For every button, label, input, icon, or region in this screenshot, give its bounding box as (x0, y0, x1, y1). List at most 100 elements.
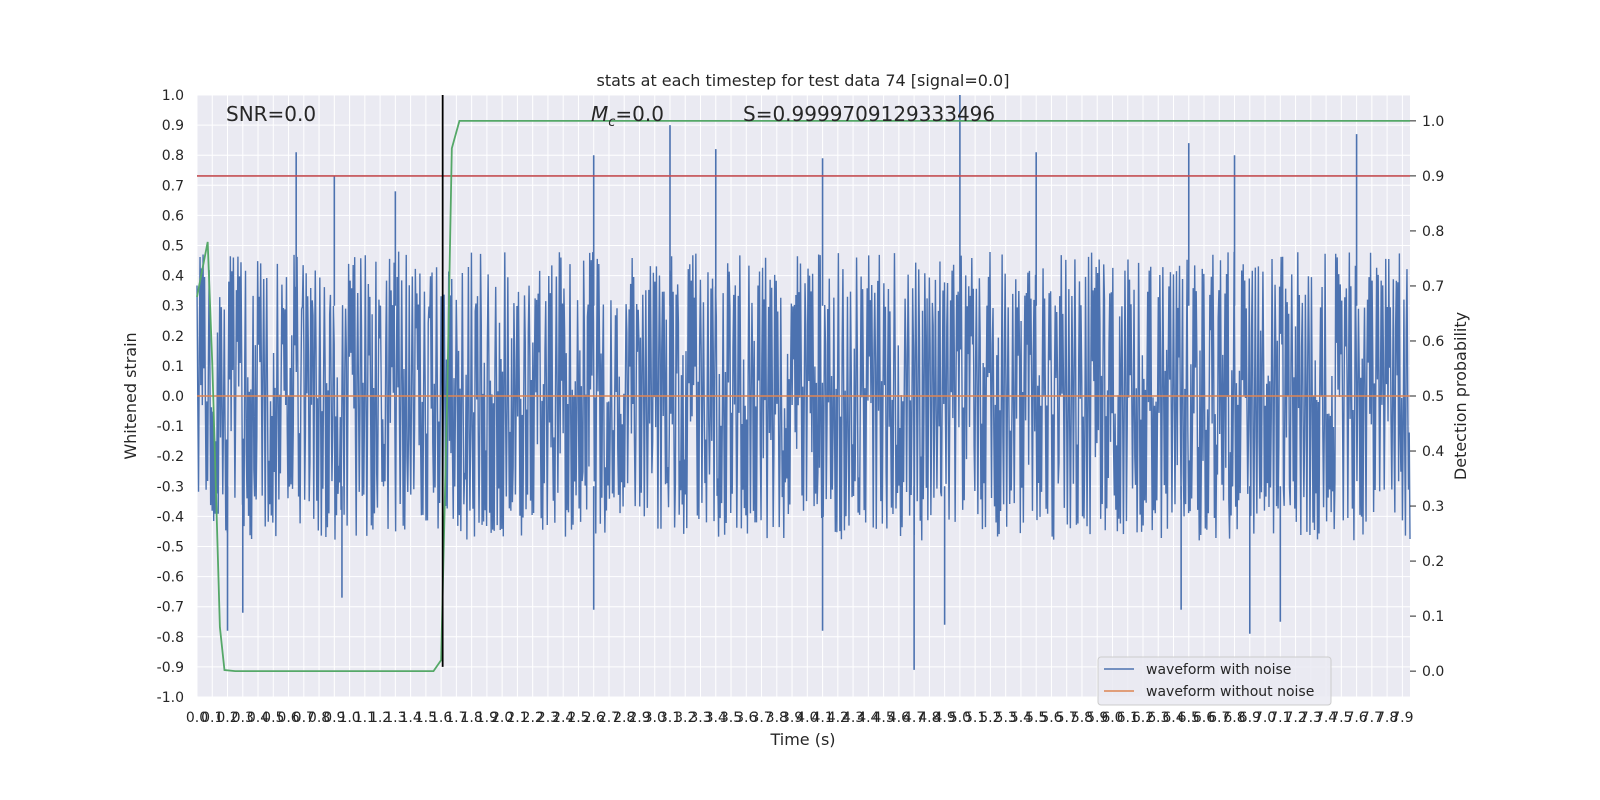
legend-box (1097, 656, 1332, 706)
axes: 0.00.10.20.30.40.50.60.70.80.91.01.11.21… (157, 88, 1445, 726)
x-tick-label: 6.1 (1117, 710, 1139, 726)
mc-symbol: M (591, 102, 608, 126)
x-tick-label: 2.2 (522, 710, 544, 726)
y-tick-label: 0.2 (162, 329, 184, 345)
x-tick-label: 7.1 (1269, 710, 1291, 726)
x-tick-label: 5.0 (949, 710, 971, 726)
y2-tick-label: 0.8 (1422, 224, 1444, 240)
x-tick-label: 2.4 (552, 710, 574, 726)
snr-annotation: SNR=0.0 (226, 102, 316, 126)
x-tick-label: 5.3 (995, 710, 1017, 726)
y2-tick-label: 0.6 (1422, 334, 1444, 350)
y2-tick-label: 0.7 (1422, 279, 1444, 295)
x-tick-label: 1.3 (384, 710, 406, 726)
x-tick-label: 1.7 (445, 710, 467, 726)
x-tick-label: 7.5 (1330, 710, 1352, 726)
x-tick-label: 6.5 (1178, 710, 1200, 726)
s-annotation: S=0.9999709129333496 (743, 102, 995, 126)
y-tick-label: -0.1 (157, 419, 184, 435)
y2-tick-label: 0.5 (1422, 389, 1444, 405)
legend-label-waveform-with-noise: waveform with noise (1146, 662, 1291, 678)
x-tick-label: 5.5 (1025, 710, 1047, 726)
x-tick-label: 0.5 (262, 710, 284, 726)
x-tick-label: 6.0 (1101, 710, 1123, 726)
y2-tick-label: 1.0 (1422, 114, 1444, 130)
x-tick-label: 5.9 (1086, 710, 1108, 726)
x-tick-label: 2.1 (506, 710, 528, 726)
x-tick-label: 2.3 (537, 710, 559, 726)
x-tick-label: 4.3 (842, 710, 864, 726)
x-tick-label: 7.4 (1315, 710, 1337, 726)
y2-tick-label: 0.9 (1422, 169, 1444, 185)
y-tick-label: 0.4 (162, 269, 184, 285)
y2-axis-label: Detection probability (1451, 312, 1470, 480)
x-tick-label: 0.4 (247, 710, 269, 726)
chart-title: stats at each timestep for test data 74 … (597, 71, 1010, 90)
x-tick-label: 6.4 (1162, 710, 1184, 726)
x-tick-label: 4.4 (857, 710, 879, 726)
series-waveform-with-noise (196, 251, 1411, 541)
x-tick-label: 1.8 (461, 710, 483, 726)
y-tick-label: 0.5 (162, 239, 184, 255)
x-tick-label: 1.0 (338, 710, 360, 726)
x-tick-label: 0.8 (308, 710, 330, 726)
x-tick-label: 3.0 (644, 710, 666, 726)
x-tick-label: 7.7 (1361, 710, 1383, 726)
y-tick-label: 0.1 (162, 359, 184, 375)
x-tick-label: 6.2 (1132, 710, 1154, 726)
y2-tick-label: 0.1 (1422, 609, 1444, 625)
x-tick-label: 3.1 (659, 710, 681, 726)
y2-tick-label: 0.2 (1422, 554, 1444, 570)
y-tick-label: -0.8 (157, 630, 184, 646)
y-tick-label: 0.6 (162, 208, 184, 224)
x-tick-label: 4.7 (903, 710, 925, 726)
y2-tick-label: 0.0 (1422, 664, 1444, 680)
y-tick-label: -0.4 (157, 509, 184, 525)
x-tick-label: 6.3 (1147, 710, 1169, 726)
y-tick-label: -0.5 (157, 540, 184, 556)
x-tick-label: 5.7 (1056, 710, 1078, 726)
legend-label-waveform-without-noise: waveform without noise (1146, 684, 1314, 700)
legend: waveform with noise waveform without noi… (1097, 656, 1332, 706)
y-tick-label: -0.7 (157, 600, 184, 616)
x-tick-label: 7.2 (1284, 710, 1306, 726)
y-tick-label: -1.0 (157, 690, 184, 706)
x-tick-label: 1.1 (354, 710, 376, 726)
x-tick-label: 7.8 (1376, 710, 1398, 726)
y-tick-label: 0.8 (162, 148, 184, 164)
x-tick-label: 0.3 (232, 710, 254, 726)
x-tick-label: 3.7 (750, 710, 772, 726)
x-tick-label: 2.9 (628, 710, 650, 726)
x-tick-label: 4.9 (934, 710, 956, 726)
x-tick-label: 2.5 (567, 710, 589, 726)
x-tick-label: 0.6 (277, 710, 299, 726)
x-tick-label: 5.4 (1010, 710, 1032, 726)
y-tick-label: -0.3 (157, 479, 184, 495)
x-tick-label: 7.3 (1300, 710, 1322, 726)
x-tick-label: 0.1 (201, 710, 223, 726)
x-tick-label: 3.5 (720, 710, 742, 726)
y-tick-label: 0.3 (162, 299, 184, 315)
y2-tick-label: 0.4 (1422, 444, 1444, 460)
x-tick-label: 1.9 (476, 710, 498, 726)
annotations: stats at each timestep for test data 74 … (121, 71, 1470, 749)
x-tick-label: 1.6 (430, 710, 452, 726)
x-tick-label: 6.7 (1208, 710, 1230, 726)
x-tick-label: 3.4 (705, 710, 727, 726)
y2-tick-label: 0.3 (1422, 499, 1444, 515)
x-tick-label: 7.6 (1345, 710, 1367, 726)
x-tick-label: 5.8 (1071, 710, 1093, 726)
x-tick-label: 6.8 (1223, 710, 1245, 726)
x-tick-label: 4.5 (872, 710, 894, 726)
x-tick-label: 3.3 (689, 710, 711, 726)
y-tick-label: -0.9 (157, 660, 184, 676)
x-tick-label: 3.9 (781, 710, 803, 726)
y-tick-label: 1.0 (162, 88, 184, 104)
x-tick-label: 1.4 (399, 710, 421, 726)
x-tick-label: 6.9 (1239, 710, 1261, 726)
y-tick-label: -0.2 (157, 449, 184, 465)
x-tick-label: 4.0 (796, 710, 818, 726)
mc-subscript: c (608, 115, 615, 130)
